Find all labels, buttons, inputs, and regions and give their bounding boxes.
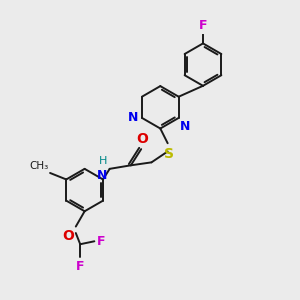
Text: N: N: [180, 120, 190, 133]
Text: N: N: [128, 111, 138, 124]
Text: CH₃: CH₃: [29, 161, 49, 172]
Text: N: N: [97, 169, 107, 182]
Text: F: F: [199, 19, 208, 32]
Text: O: O: [137, 132, 148, 146]
Text: H: H: [99, 157, 107, 166]
Text: S: S: [164, 147, 174, 161]
Text: F: F: [76, 260, 85, 273]
Text: O: O: [62, 229, 74, 243]
Text: F: F: [96, 235, 105, 248]
